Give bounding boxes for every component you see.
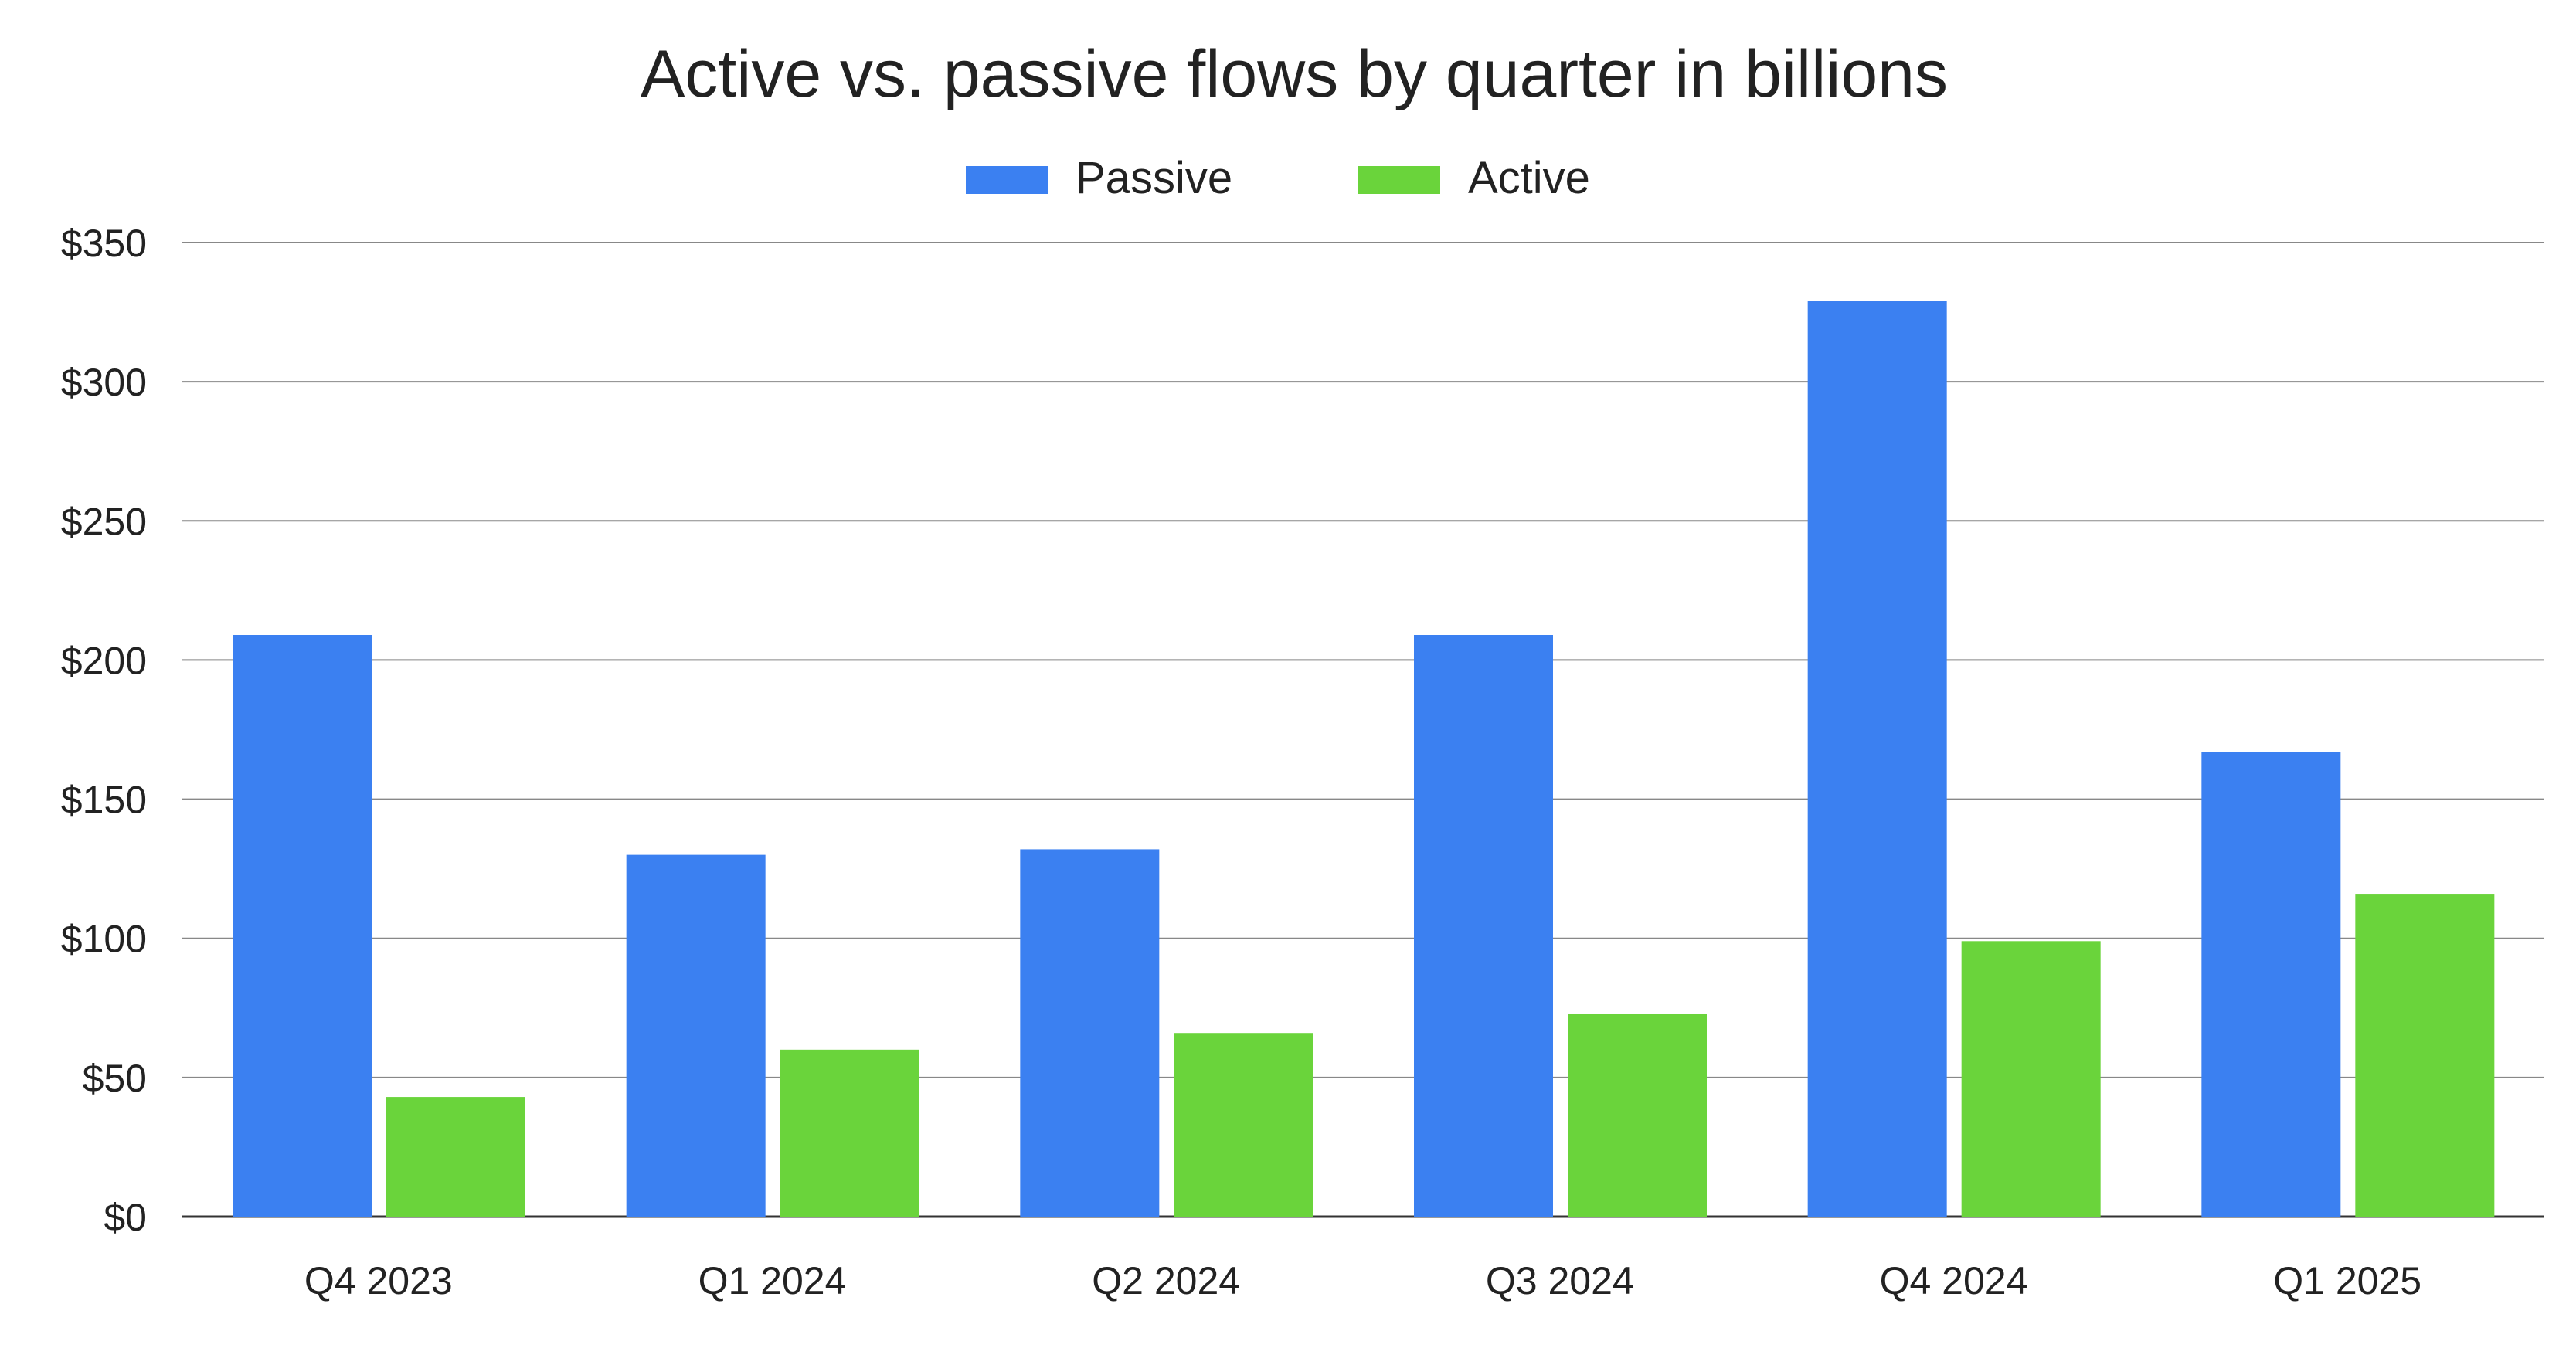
y-tick-label: $300	[61, 361, 147, 404]
y-tick-label: $200	[61, 639, 147, 682]
x-tick-label: Q1 2025	[2273, 1259, 2421, 1302]
y-tick-label: $150	[61, 779, 147, 822]
bar-active-q4-2023	[386, 1097, 525, 1217]
bar-active-q2-2024	[1174, 1033, 1313, 1217]
legend-swatch-passive	[966, 166, 1048, 194]
x-axis-ticks: Q4 2023 Q1 2024 Q2 2024 Q3 2024 Q4 2024 Q1 20…	[304, 1259, 2421, 1302]
y-tick-label: $100	[61, 918, 147, 961]
x-tick-label: Q4 2023	[304, 1259, 453, 1302]
y-tick-label: $50	[83, 1057, 147, 1100]
x-tick-label: Q1 2024	[698, 1259, 847, 1302]
bars	[233, 301, 2495, 1217]
bar-passive-q3-2024	[1414, 635, 1553, 1217]
legend-label-passive: Passive	[1076, 153, 1232, 203]
chart-title: Active vs. passive flows by quarter in b…	[641, 37, 1948, 111]
x-tick-label: Q4 2024	[1880, 1259, 2028, 1302]
bar-active-q1-2025	[2355, 894, 2495, 1217]
legend-label-active: Active	[1468, 153, 1590, 203]
bar-passive-q4-2024	[1807, 301, 1947, 1217]
bar-active-q3-2024	[1568, 1013, 1707, 1217]
x-tick-label: Q2 2024	[1092, 1259, 1240, 1302]
legend: Passive Active	[966, 153, 1590, 203]
gridlines	[182, 242, 2544, 1218]
y-tick-label: $350	[61, 222, 147, 265]
x-tick-label: Q3 2024	[1486, 1259, 1634, 1302]
bar-passive-q1-2024	[626, 854, 766, 1217]
bar-passive-q1-2025	[2201, 752, 2341, 1217]
y-axis-ticks: $0 $50 $100 $150 $200 $250 $300 $350	[61, 222, 147, 1239]
legend-swatch-active	[1358, 166, 1440, 194]
y-tick-label: $0	[104, 1196, 147, 1239]
bar-active-q4-2024	[1961, 941, 2101, 1217]
bar-passive-q2-2024	[1020, 849, 1160, 1217]
y-tick-label: $250	[61, 500, 147, 543]
bar-passive-q4-2023	[233, 635, 372, 1217]
bar-active-q1-2024	[780, 1049, 919, 1217]
